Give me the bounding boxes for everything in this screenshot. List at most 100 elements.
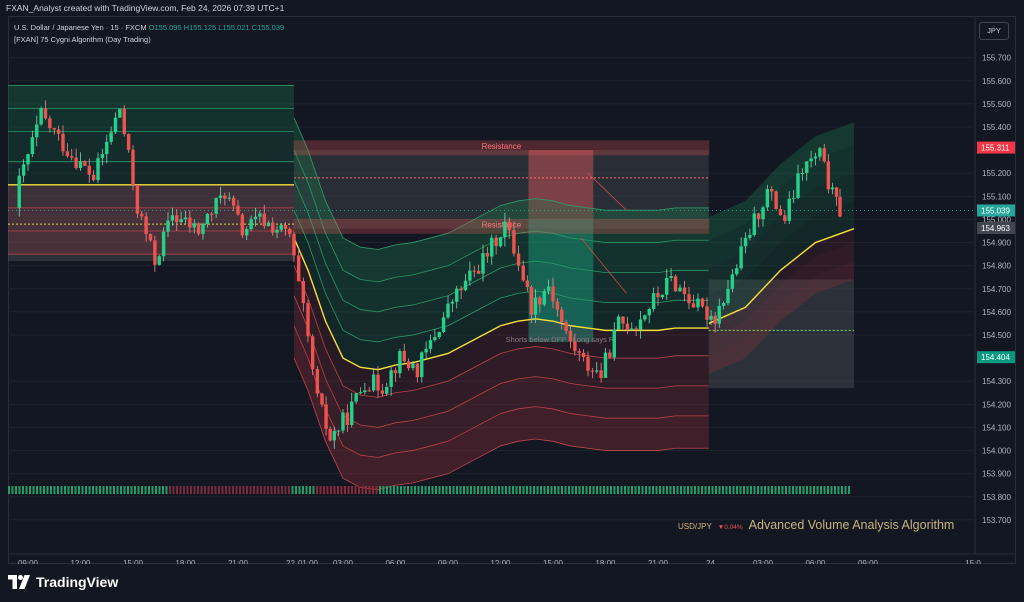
candle-body <box>525 280 530 287</box>
candle <box>433 329 437 342</box>
candle-body <box>599 370 603 378</box>
volume-bar <box>641 486 644 494</box>
candle <box>564 319 568 335</box>
candle <box>223 192 227 206</box>
volume-bar <box>249 486 252 494</box>
price-chart[interactable]: Resistance Resistance Shorts below DFP · L… <box>8 16 1016 564</box>
volume-bar <box>333 486 336 494</box>
candle <box>385 382 389 396</box>
currency-button[interactable]: JPY <box>979 22 1009 40</box>
volume-bar <box>281 486 283 494</box>
candle <box>608 349 612 359</box>
candle <box>542 288 546 307</box>
time-tick: 15:00 <box>543 559 564 564</box>
candle-body <box>363 390 367 393</box>
volume-bar <box>694 486 696 494</box>
candle <box>805 161 809 181</box>
volume-bar <box>522 486 525 494</box>
volume-bar <box>816 486 819 494</box>
volume-bar <box>417 486 420 494</box>
projection-arrow <box>580 237 627 294</box>
volume-bar <box>610 486 612 494</box>
chart-frame[interactable] <box>8 16 1016 564</box>
candle <box>105 134 109 164</box>
candle <box>406 358 411 371</box>
candle <box>494 234 498 255</box>
candle <box>415 362 420 383</box>
candle <box>770 186 774 201</box>
candle-body <box>358 392 363 394</box>
candle-body <box>709 315 713 320</box>
candle-body <box>512 230 516 254</box>
tradingview-logo[interactable]: TradingView <box>8 574 118 590</box>
watermark-brand: Advanced Volume Analysis Algorithm <box>748 518 955 532</box>
short-stop-box <box>528 150 594 220</box>
candle <box>74 148 78 170</box>
candle <box>512 221 516 257</box>
volume-bar <box>473 486 476 494</box>
candle-body <box>765 188 770 208</box>
indicator-name[interactable]: [FXAN] 75 Cygni Algorithm (Day Trading) <box>14 35 151 44</box>
lower-band-fill <box>294 265 709 428</box>
volume-bar <box>687 486 689 494</box>
price-tick: 154.000 <box>982 447 1011 456</box>
candle-body <box>726 288 730 304</box>
candle-body <box>538 297 542 305</box>
candle-body <box>249 219 253 230</box>
candle <box>380 383 385 397</box>
volume-bar <box>578 486 581 494</box>
time-tick: 06:00 <box>385 559 406 564</box>
candle <box>358 387 363 395</box>
volume-bar <box>368 486 371 494</box>
candle <box>240 213 245 238</box>
volume-bar <box>165 486 168 494</box>
volume-bar <box>701 486 703 494</box>
candle-body <box>411 363 415 369</box>
candle <box>367 386 371 392</box>
volume-bar <box>589 486 591 494</box>
volume-bar <box>235 486 238 494</box>
candle <box>651 287 656 312</box>
candle-body <box>809 158 813 162</box>
candle-body <box>564 322 568 331</box>
volume-bar <box>113 486 115 494</box>
candle-body <box>643 315 647 320</box>
candle-body <box>521 265 525 281</box>
candle-body <box>126 134 131 150</box>
resistance-label: Resistance <box>482 220 522 229</box>
candle-body <box>791 197 796 199</box>
volume-bar <box>428 486 430 494</box>
candle-body <box>301 281 306 304</box>
candle-body <box>673 276 678 292</box>
candle <box>468 261 472 286</box>
volume-bar <box>284 486 287 494</box>
candle-body <box>196 223 201 234</box>
candle-body <box>748 235 752 238</box>
candle-body <box>175 215 179 223</box>
time-tick: 06:00 <box>805 559 826 564</box>
candle-body <box>651 293 656 310</box>
symbol-name[interactable]: U.S. Dollar / Japanese Yen · 15 · FXCM <box>14 23 147 32</box>
price-tick: 154.100 <box>982 423 1011 432</box>
volume-bar <box>666 486 668 494</box>
candle <box>459 285 463 300</box>
volume-bar <box>330 486 332 494</box>
candle-body <box>472 270 476 272</box>
candle-body <box>420 352 424 378</box>
volume-bar <box>498 486 500 494</box>
candle-body <box>253 216 258 220</box>
candle <box>437 331 441 340</box>
candle <box>756 212 761 228</box>
volume-bar <box>592 486 595 494</box>
volume-bar <box>820 486 822 494</box>
candle-body <box>647 309 651 316</box>
candle-body <box>279 224 283 230</box>
volume-bar <box>435 486 437 494</box>
volume-bar <box>491 486 493 494</box>
candle <box>411 360 415 371</box>
candle <box>144 212 148 242</box>
volume-bar <box>813 486 815 494</box>
candle-body <box>616 316 621 330</box>
lower-band-fill <box>708 228 854 338</box>
candle <box>328 426 332 442</box>
